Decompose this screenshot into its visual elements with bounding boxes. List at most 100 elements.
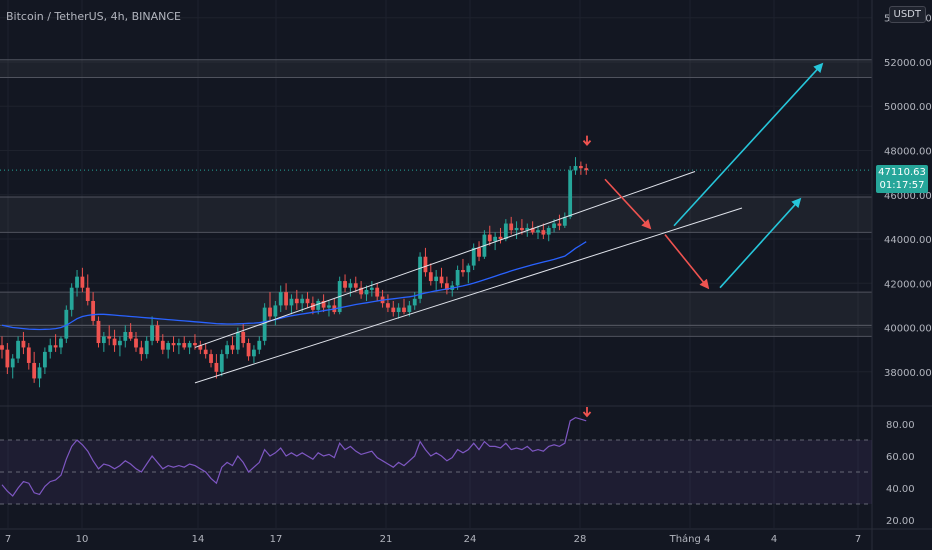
candle-body: [10, 358, 15, 368]
candle-body: [284, 292, 288, 306]
candle-body: [316, 300, 321, 310]
candle-body: [493, 236, 498, 242]
price-tick-label: 44000.00: [884, 235, 932, 246]
last-price-value: 47110.63: [878, 167, 926, 178]
candle-body: [434, 276, 439, 282]
candle-body: [348, 283, 353, 288]
rsi-line: [1, 416, 587, 497]
candle-body: [80, 276, 85, 288]
candle-body: [176, 343, 181, 346]
candle-body: [477, 247, 481, 257]
candle-body: [75, 276, 79, 288]
support-resistance-zone: [0, 292, 872, 326]
candle-body: [230, 345, 235, 350]
candle-body: [428, 272, 433, 282]
candle-body: [568, 170, 573, 217]
support-resistance-zone: [0, 59, 872, 78]
time-tick-label: 10: [76, 534, 89, 545]
candle-body: [466, 265, 471, 273]
candle-body: [53, 345, 58, 348]
candle-body: [514, 227, 519, 231]
candle-body: [353, 283, 358, 288]
candle-body: [171, 343, 176, 346]
candle-body: [520, 227, 524, 231]
candle-body: [219, 354, 224, 372]
price-tick-label: 38000.00: [884, 368, 932, 379]
candle-body: [407, 305, 412, 313]
candle-body: [525, 227, 530, 231]
candle-body: [0, 345, 4, 350]
time-tick-label: 28: [574, 534, 587, 545]
support-resistance-zone: [0, 325, 872, 337]
candle-body: [402, 307, 406, 313]
price-tick-label: 50000.00: [884, 102, 932, 113]
rsi-tick-label: 20.00: [886, 516, 915, 527]
price-tick-label: 52000.00: [884, 58, 932, 69]
candle-body: [321, 300, 326, 308]
candle-body: [262, 307, 267, 341]
candle-body: [412, 298, 417, 306]
candle-body: [386, 303, 390, 308]
candle-body: [107, 336, 112, 339]
price-signal-marker: [582, 135, 592, 147]
candle-body: [246, 343, 251, 357]
time-tick-label: 4: [771, 534, 777, 545]
candle-body: [209, 354, 213, 363]
time-tick-label: 14: [192, 534, 205, 545]
candle-body: [557, 223, 562, 226]
projection-arrow-up-1: [673, 62, 824, 227]
candle-body: [150, 325, 154, 341]
candle-body: [268, 307, 272, 317]
candle-body: [101, 336, 106, 344]
candle-body: [444, 283, 449, 290]
candle-body: [536, 230, 540, 233]
price-tick-label: 40000.00: [884, 324, 932, 335]
candle-body: [64, 309, 69, 339]
candle-body: [96, 320, 101, 344]
channel-upper-line: [194, 171, 696, 348]
support-resistance-zone: [0, 196, 872, 233]
price-tick-label: 42000.00: [884, 279, 932, 290]
candle-body: [32, 362, 37, 379]
candle-body: [364, 289, 369, 295]
candle-body: [541, 230, 546, 235]
candle-body: [134, 338, 138, 348]
last-price-label: 47110.63 01:17:57: [876, 165, 928, 193]
projection-arrow-up-2: [719, 197, 802, 289]
rsi-tick-label: 40.00: [886, 484, 915, 495]
candle-body: [327, 305, 331, 308]
candle-body: [305, 298, 310, 304]
candle-body: [235, 331, 240, 350]
candle-body: [418, 256, 422, 299]
candle-body: [369, 287, 374, 290]
candle-body: [112, 338, 117, 346]
candle-body: [584, 168, 589, 171]
currency-button[interactable]: USDT: [888, 6, 926, 23]
price-tick-label: 48000.00: [884, 146, 932, 157]
candle-body: [37, 367, 42, 379]
rsi-signal-marker: [582, 407, 592, 418]
candle-body: [69, 287, 74, 310]
candle-body: [198, 345, 203, 350]
candle-body: [310, 303, 315, 310]
rsi-tick-label: 80.00: [886, 420, 915, 431]
candle-body: [573, 165, 578, 171]
projection-arrow-down-2: [664, 234, 710, 290]
time-tick-label: 17: [270, 534, 283, 545]
candle-body: [214, 362, 219, 372]
projection-arrow-down-1: [604, 178, 652, 230]
candle-body: [396, 307, 401, 313]
candle-body: [562, 216, 567, 226]
candle-body: [273, 305, 278, 317]
candle-body: [182, 343, 187, 348]
candle-body: [375, 287, 380, 297]
candle-body: [48, 345, 53, 352]
candle-body: [241, 331, 246, 344]
candle-body: [294, 298, 299, 304]
candle-body: [300, 298, 305, 304]
candle-body: [225, 345, 230, 355]
candle-body: [118, 340, 122, 346]
candle-body: [461, 270, 465, 273]
candle-body: [187, 343, 192, 348]
